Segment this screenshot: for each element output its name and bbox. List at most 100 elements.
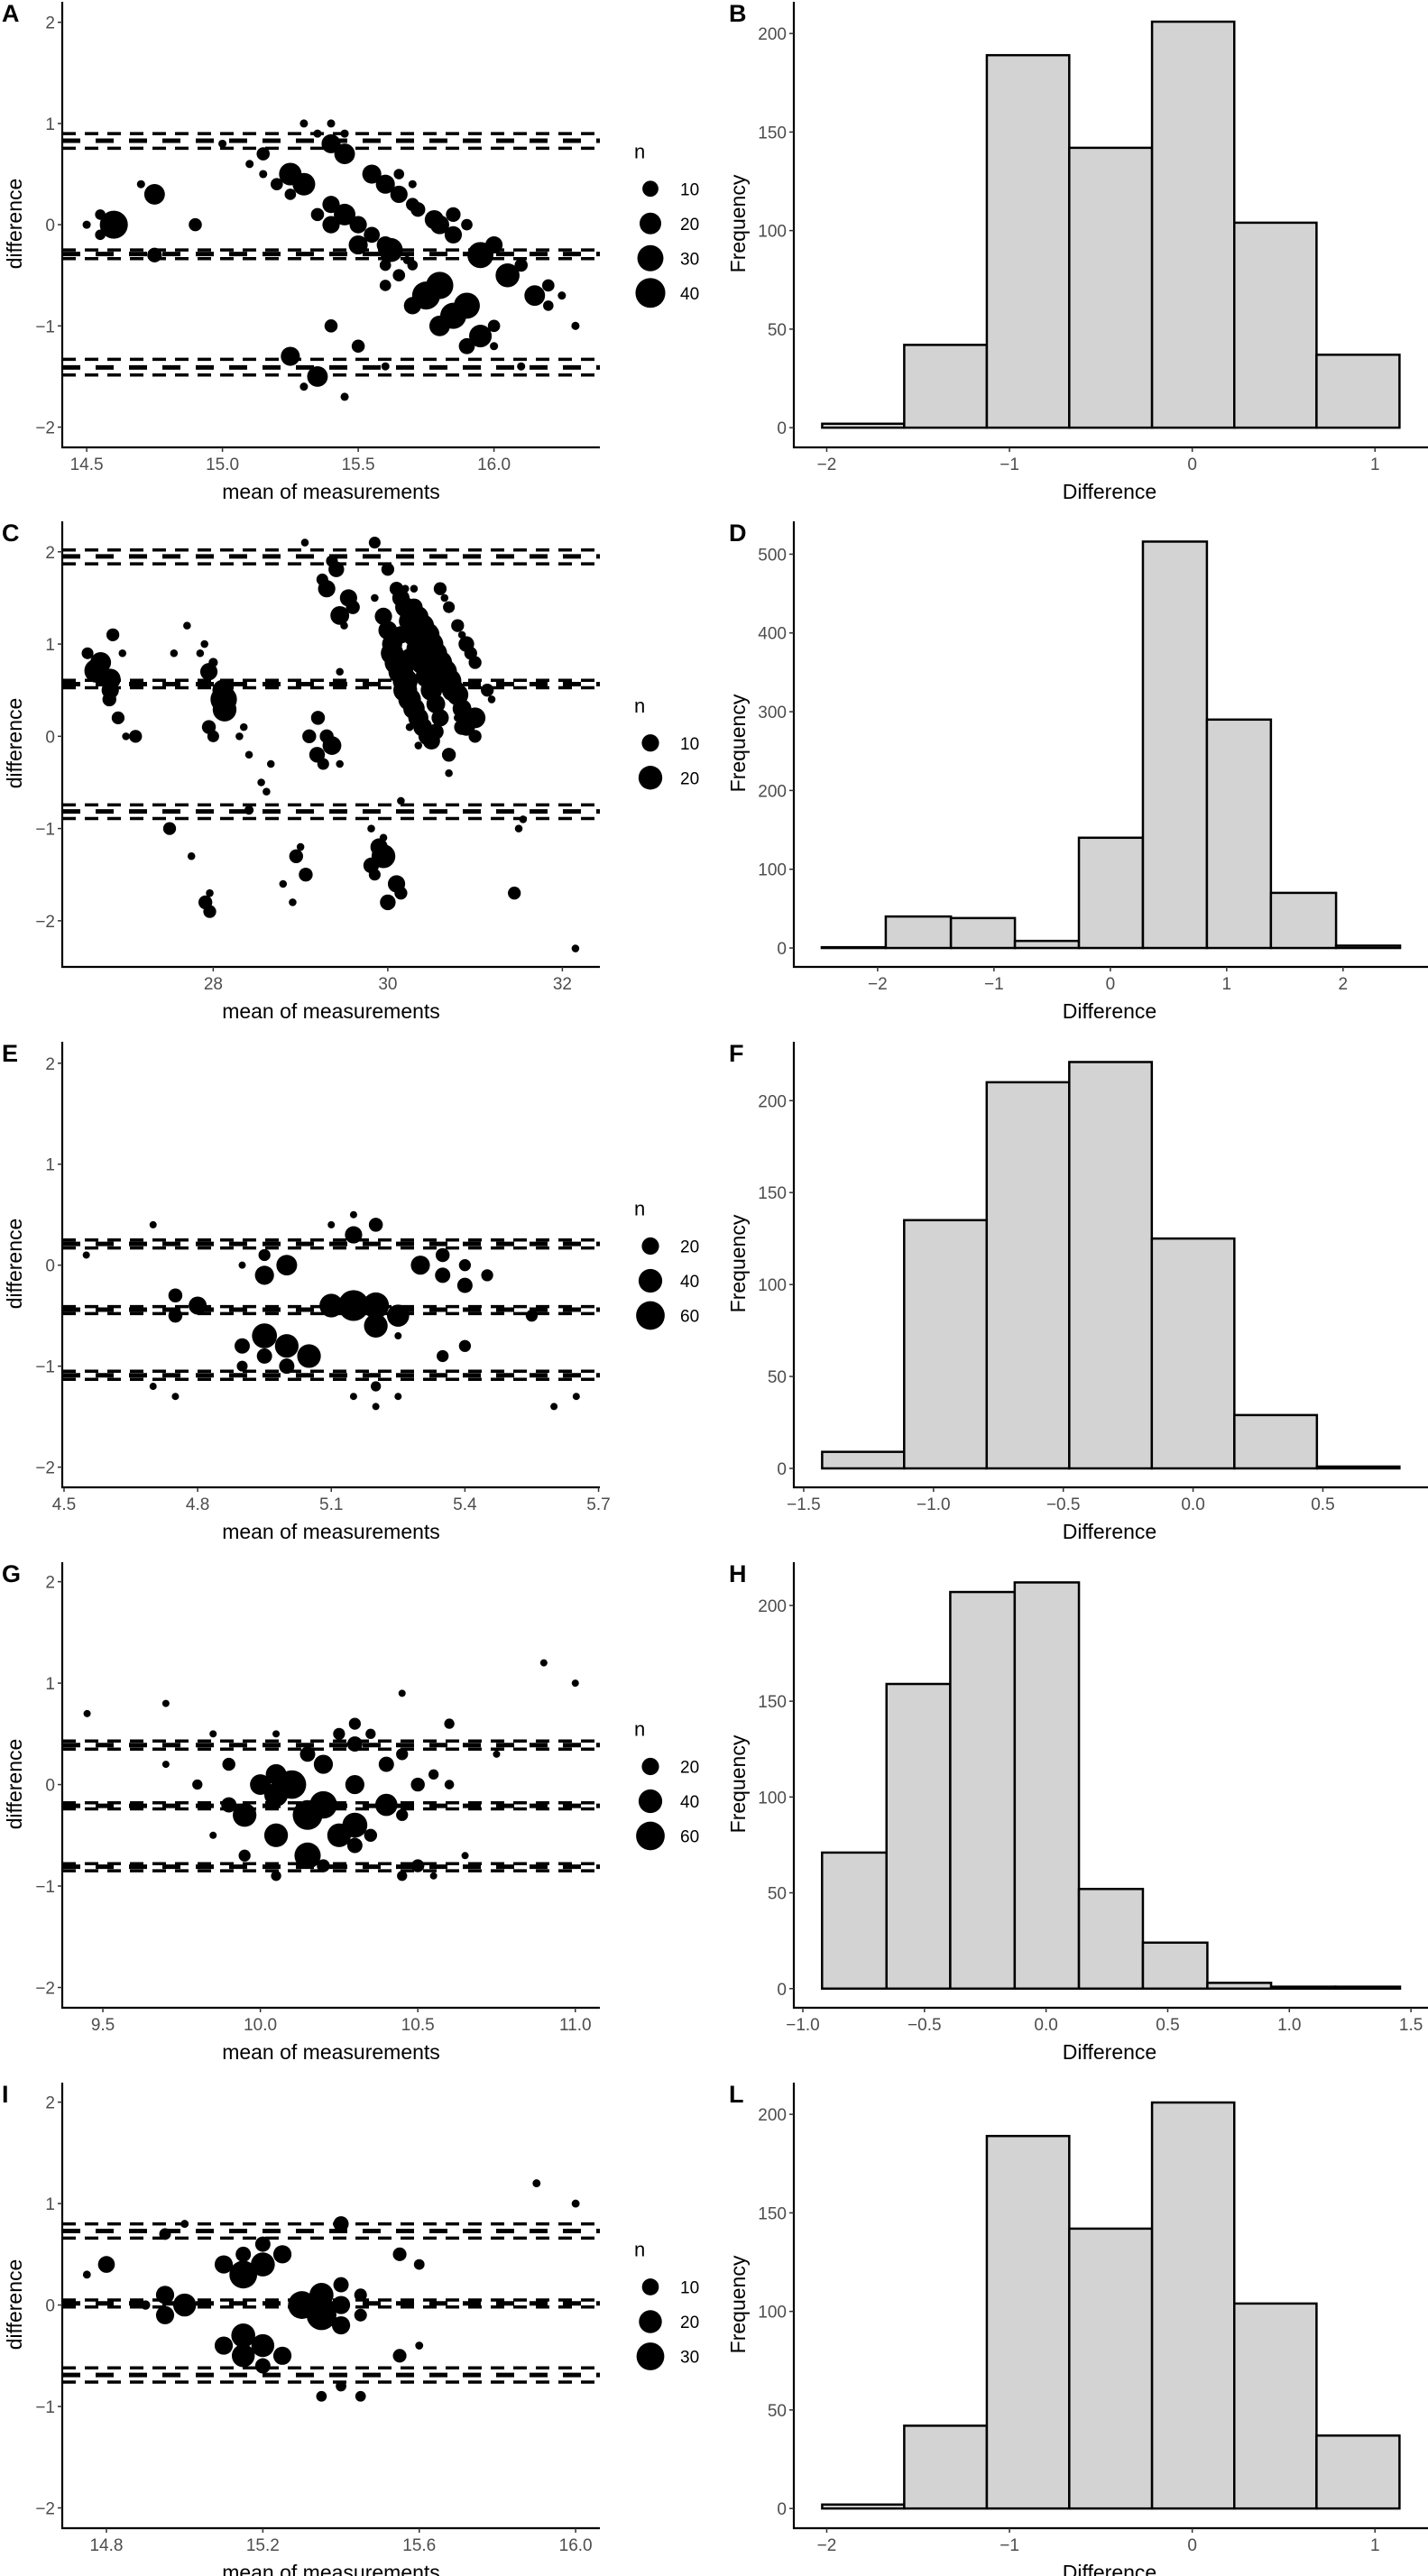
y-tick-label: 150 xyxy=(758,1693,787,1712)
data-point xyxy=(345,1226,363,1244)
y-tick-label: 200 xyxy=(758,782,787,801)
x-axis-title: Difference xyxy=(1063,480,1156,503)
y-tick-label: 100 xyxy=(758,2304,787,2323)
x-tick-label: −1 xyxy=(1000,455,1019,474)
data-point xyxy=(235,2246,252,2262)
data-point xyxy=(189,217,202,232)
histogram-bar xyxy=(1315,354,1401,429)
data-point xyxy=(147,247,162,262)
data-point xyxy=(539,1659,548,1667)
data-point xyxy=(333,2277,349,2293)
legend-key xyxy=(642,180,659,198)
data-point xyxy=(392,2247,407,2261)
data-point xyxy=(454,292,480,319)
data-point xyxy=(281,346,300,366)
data-point xyxy=(396,1748,409,1761)
y-axis-title: Frequency xyxy=(726,174,750,272)
data-point xyxy=(170,649,179,658)
panel-b: B 0 50 100 150 200 −2 −1 0 1 Difference Frequency xyxy=(726,0,1428,503)
data-point xyxy=(259,170,268,179)
x-tick-label: 0 xyxy=(1187,2536,1197,2555)
data-point xyxy=(485,235,503,254)
data-point xyxy=(571,944,580,952)
histogram-bar xyxy=(821,422,906,429)
y-tick-label: 200 xyxy=(758,1092,787,1111)
y-tick-label: −2 xyxy=(35,419,55,438)
data-point xyxy=(235,732,244,741)
y-tick-label: 100 xyxy=(758,1276,787,1295)
x-tick-label: −2 xyxy=(868,975,888,994)
data-point xyxy=(345,600,360,614)
y-tick-label: 150 xyxy=(758,1184,787,1203)
data-point xyxy=(364,226,381,244)
data-point xyxy=(277,1770,307,1799)
x-tick-label: 11.0 xyxy=(559,2016,592,2035)
histogram-bar xyxy=(1013,939,1081,950)
data-point xyxy=(331,2295,351,2314)
data-point xyxy=(207,730,219,742)
data-point xyxy=(111,711,125,725)
data-point xyxy=(364,1828,378,1843)
data-point xyxy=(307,366,328,387)
data-point xyxy=(274,1334,299,1358)
data-point xyxy=(443,601,456,613)
data-point xyxy=(236,1360,248,1372)
data-point xyxy=(258,1248,271,1262)
data-point xyxy=(199,663,218,681)
y-tick-label: −2 xyxy=(35,1980,55,1999)
legend-key xyxy=(636,1301,665,1330)
data-point xyxy=(256,147,271,161)
data-point xyxy=(368,537,381,549)
data-point xyxy=(541,279,555,292)
y-tick-label: 50 xyxy=(768,1368,787,1387)
data-point xyxy=(299,1746,316,1762)
data-point xyxy=(330,605,350,625)
data-point xyxy=(218,139,227,148)
data-point xyxy=(81,647,94,659)
data-point xyxy=(397,1871,408,1881)
x-tick-label: 28 xyxy=(204,975,223,994)
histogram-bar xyxy=(820,945,888,950)
data-point xyxy=(313,1754,334,1774)
data-point xyxy=(390,185,408,204)
data-point xyxy=(571,2199,580,2208)
data-point xyxy=(187,852,196,860)
y-tick-label: 500 xyxy=(758,546,787,565)
data-point xyxy=(336,2380,346,2392)
y-tick-label: 100 xyxy=(758,1789,787,1808)
histogram-bar xyxy=(1269,891,1338,950)
histogram-bar xyxy=(885,1682,952,1991)
data-point xyxy=(244,805,254,815)
y-tick-label: 0 xyxy=(777,1460,787,1479)
y-axis-title: Frequency xyxy=(726,1734,750,1833)
data-point xyxy=(266,759,275,768)
data-point xyxy=(168,1288,183,1303)
data-point xyxy=(346,1837,363,1854)
legend-label: 20 xyxy=(680,2314,699,2332)
x-tick-label: 16.0 xyxy=(559,2536,593,2555)
data-point xyxy=(183,621,191,630)
y-tick-label: 150 xyxy=(758,2204,787,2223)
data-point xyxy=(348,1717,361,1730)
data-point xyxy=(306,2300,336,2331)
data-point xyxy=(394,1332,402,1340)
histogram-bar xyxy=(821,1450,906,1470)
y-tick-label: 50 xyxy=(768,1885,787,1904)
x-tick-label: 4.5 xyxy=(52,1495,76,1514)
x-axis-title: Difference xyxy=(1063,2561,1156,2576)
data-point xyxy=(99,210,128,239)
data-point xyxy=(400,648,419,667)
x-tick-label: 1.5 xyxy=(1399,2016,1423,2035)
legend-label: 10 xyxy=(680,2279,699,2298)
data-point xyxy=(328,561,345,577)
legend-title: n xyxy=(634,2239,645,2261)
x-tick-label: 1 xyxy=(1370,2536,1380,2555)
histogram-bar xyxy=(821,1851,888,1991)
data-point xyxy=(231,2344,255,2368)
data-point xyxy=(487,319,501,333)
histogram-bar xyxy=(1233,221,1318,429)
legend-key xyxy=(638,1268,663,1293)
data-point xyxy=(519,815,528,823)
data-point xyxy=(129,730,143,743)
y-tick-label: 0 xyxy=(777,940,787,959)
